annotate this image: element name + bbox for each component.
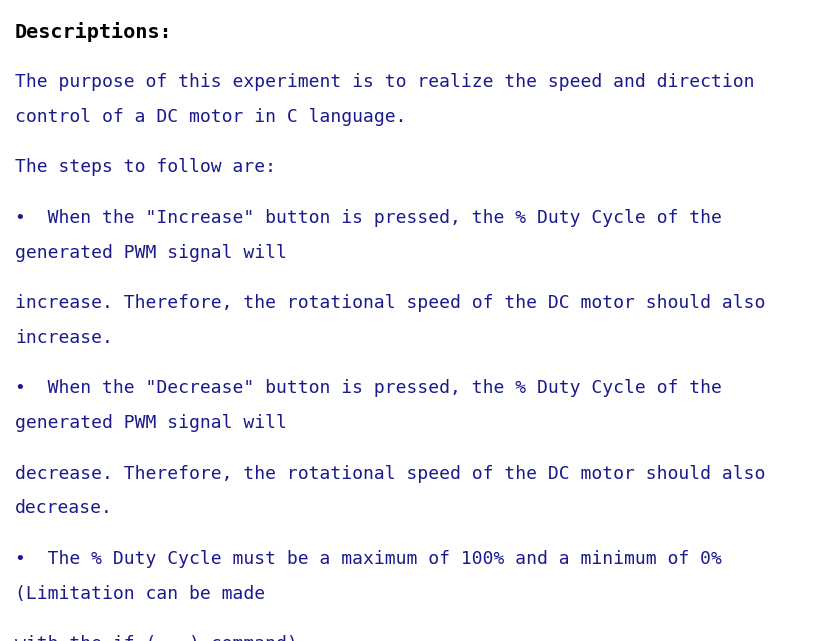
Text: The purpose of this experiment is to realize the speed and direction: The purpose of this experiment is to rea… [15,73,755,91]
Text: increase. Therefore, the rotational speed of the DC motor should also: increase. Therefore, the rotational spee… [15,294,765,312]
Text: •  When the "Increase" button is pressed, the % Duty Cycle of the: • When the "Increase" button is pressed,… [15,209,722,227]
Text: increase.: increase. [15,329,113,347]
Text: with the if (...) command).: with the if (...) command). [15,635,309,641]
Text: •  The % Duty Cycle must be a maximum of 100% and a minimum of 0%: • The % Duty Cycle must be a maximum of … [15,550,722,568]
Text: (Limitation can be made: (Limitation can be made [15,585,265,603]
Text: Descriptions:: Descriptions: [15,22,172,42]
Text: decrease. Therefore, the rotational speed of the DC motor should also: decrease. Therefore, the rotational spee… [15,465,765,483]
Text: control of a DC motor in C language.: control of a DC motor in C language. [15,108,407,126]
Text: generated PWM signal will: generated PWM signal will [15,414,287,432]
Text: The steps to follow are:: The steps to follow are: [15,158,276,176]
Text: decrease.: decrease. [15,499,113,517]
Text: •  When the "Decrease" button is pressed, the % Duty Cycle of the: • When the "Decrease" button is pressed,… [15,379,722,397]
Text: generated PWM signal will: generated PWM signal will [15,244,287,262]
